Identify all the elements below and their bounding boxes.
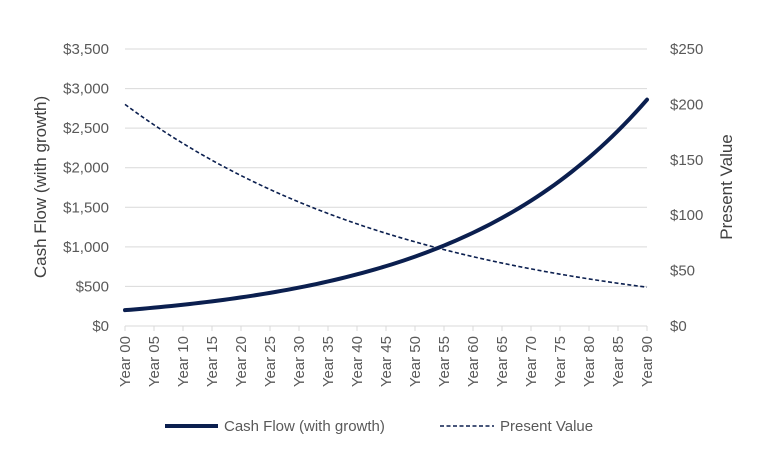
legend-label-present-value: Present Value — [500, 418, 593, 435]
y-tick-label: $2,500 — [63, 120, 109, 137]
x-tick-label: Year 60 — [465, 336, 482, 387]
y-tick-label: $1,000 — [63, 239, 109, 256]
y2-tick-label: $100 — [670, 207, 703, 224]
x-tick-label: Year 45 — [378, 336, 395, 387]
legend: Cash Flow (with growth) Present Value — [165, 418, 593, 435]
x-tick-label: Year 50 — [407, 336, 424, 387]
y2-tick-label: $150 — [670, 152, 703, 169]
series-lines — [123, 97, 649, 313]
x-tick-label: Year 65 — [494, 336, 511, 387]
gridlines — [125, 48, 647, 327]
x-tick-label: Year 55 — [436, 336, 453, 387]
y-tick-label: $2,000 — [63, 160, 109, 177]
y-axis-right: $0 $50 $100 $150 $200 $250 — [670, 41, 703, 335]
x-tick-label: Year 00 — [117, 336, 134, 387]
series-line-present-value — [124, 103, 648, 289]
y-axis-left: $0 $500 $1,000 $1,500 $2,000 $2,500 $3,000 $3,5… — [63, 41, 109, 335]
y-tick-label: $500 — [76, 278, 109, 295]
series-line-cash-flow — [123, 97, 649, 313]
legend-label-cash-flow: Cash Flow (with growth) — [224, 418, 385, 435]
x-tick-label: Year 25 — [262, 336, 279, 387]
x-tick-label: Year 30 — [291, 336, 308, 387]
x-tick-label: Year 80 — [581, 336, 598, 387]
x-tick-label: Year 05 — [146, 336, 163, 387]
x-tick-label: Year 20 — [233, 336, 250, 387]
x-tick-label: Year 70 — [523, 336, 540, 387]
y2-tick-label: $50 — [670, 263, 695, 280]
y2-tick-label: $200 — [670, 96, 703, 113]
x-tick-label: Year 75 — [552, 336, 569, 387]
x-tick-label: Year 15 — [204, 336, 221, 387]
x-tick-label: Year 35 — [320, 336, 337, 387]
y-axis-title: Cash Flow (with growth) — [31, 96, 50, 278]
y-tick-label: $3,000 — [63, 81, 109, 98]
x-tick-label: Year 85 — [610, 336, 627, 387]
y2-tick-label: $250 — [670, 41, 703, 58]
y-tick-label: $0 — [92, 318, 109, 335]
y2-tick-label: $0 — [670, 318, 687, 335]
y2-axis-title: Present Value — [717, 134, 736, 240]
y-tick-label: $3,500 — [63, 41, 109, 58]
x-tick-label: Year 10 — [175, 336, 192, 387]
x-tick-label: Year 90 — [639, 336, 656, 387]
x-tick-label: Year 40 — [349, 336, 366, 387]
y-tick-label: $1,500 — [63, 199, 109, 216]
x-axis: Year 00 Year 05 Year 10 Year 15 Year 20 Year … — [117, 325, 656, 387]
